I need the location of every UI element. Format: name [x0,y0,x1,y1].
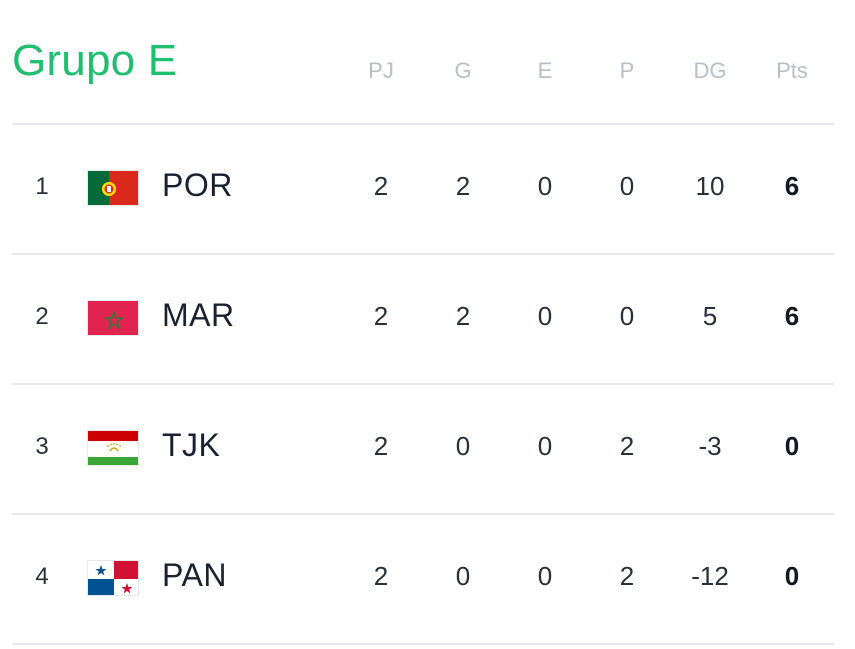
col-header-e: E [537,58,553,83]
cell-dg: 10 [695,171,725,201]
cell-p: 0 [619,171,635,201]
cell-e: 0 [537,431,553,461]
panama-flag-icon [87,560,139,596]
position: 2 [35,303,49,330]
cell-g: 0 [455,561,471,591]
position: 4 [35,563,49,590]
portugal-flag-icon [87,170,139,206]
cell-g: 0 [455,431,471,461]
cell-pts: 0 [784,561,800,591]
team-name: POR [162,167,233,203]
cell-pts: 6 [784,171,800,201]
position: 1 [35,173,49,200]
col-header-g: G [454,58,472,83]
cell-pts: 0 [784,431,800,461]
team-name: PAN [162,557,227,593]
cell-dg: 5 [702,301,718,331]
cell-pj: 2 [373,431,389,461]
cell-pj: 2 [373,561,389,591]
standings-header: Grupo E PJ G E P DG Pts [0,0,855,124]
cell-p: 2 [619,561,635,591]
table-row[interactable]: 2 MAR 2 2 0 0 5 6 [12,253,834,383]
table-row[interactable]: 3 TJK 2 0 0 2 -3 0 [12,383,834,513]
group-title: Grupo E [12,36,178,85]
table-row[interactable]: 4 PAN 2 0 0 2 -12 0 [12,513,834,645]
cell-pj: 2 [373,301,389,331]
col-header-p: P [619,58,635,83]
cell-pts: 6 [784,301,800,331]
cell-p: 2 [619,431,635,461]
cell-e: 0 [537,561,553,591]
cell-g: 2 [455,171,471,201]
position: 3 [35,433,49,460]
cell-e: 0 [537,301,553,331]
team-name: MAR [162,297,235,333]
col-header-pts: Pts [776,58,808,83]
cell-e: 0 [537,171,553,201]
table-row[interactable]: 1 POR 2 2 0 0 10 6 [12,123,834,253]
cell-dg: -12 [691,561,729,591]
cell-dg: -3 [698,431,722,461]
tajikistan-flag-icon [87,430,139,466]
morocco-flag-icon [87,300,139,336]
cell-g: 2 [455,301,471,331]
team-name: TJK [162,427,221,463]
cell-p: 0 [619,301,635,331]
cell-pj: 2 [373,171,389,201]
col-header-dg: DG [693,58,727,83]
col-header-pj: PJ [368,58,394,83]
